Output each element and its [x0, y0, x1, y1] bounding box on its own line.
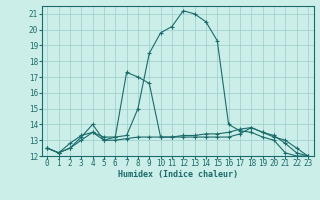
X-axis label: Humidex (Indice chaleur): Humidex (Indice chaleur)	[118, 170, 237, 179]
